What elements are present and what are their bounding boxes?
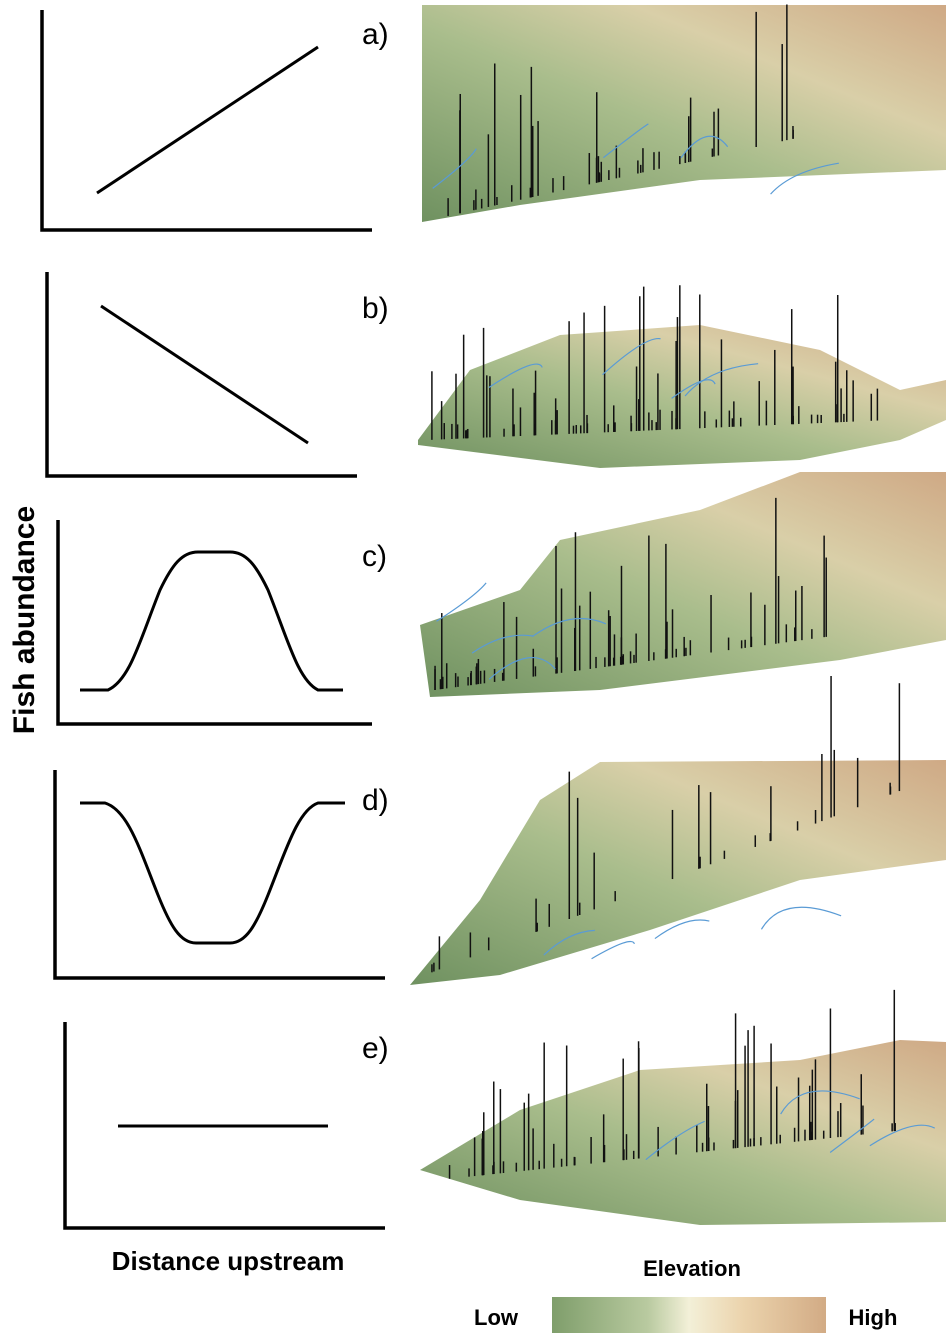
y-axis-label: Fish abundance — [8, 506, 41, 734]
legend-title: Elevation — [643, 1256, 741, 1281]
terrain-detail — [671, 379, 716, 399]
terrain-detail — [780, 1090, 860, 1115]
terrain-detail — [654, 919, 710, 940]
terrain-detail — [869, 1124, 936, 1147]
terrain-detail — [432, 148, 477, 189]
legend-colorbar — [552, 1297, 826, 1333]
terrain-detail — [770, 162, 839, 195]
panel-d-plot — [53, 770, 385, 980]
terrain-detail — [603, 123, 649, 159]
panel-label: c) — [362, 540, 387, 573]
legend-low: Low — [474, 1305, 519, 1330]
legend-high: High — [849, 1305, 898, 1330]
terrain-detail — [829, 1118, 875, 1153]
x-axis-label: Distance upstream — [112, 1246, 345, 1276]
panel-e-plot — [63, 1022, 385, 1230]
panel-label: a) — [362, 18, 389, 51]
terrain-detail — [645, 1120, 705, 1161]
terrain-d — [410, 760, 946, 985]
panel-label: d) — [362, 784, 389, 817]
terrain-detail — [602, 338, 661, 376]
terrain-detail — [680, 135, 729, 159]
terrain-detail — [436, 582, 487, 622]
panel-c-plot — [56, 520, 372, 726]
terrain-detail — [471, 634, 533, 654]
terrain-detail — [488, 657, 556, 680]
terrain-a — [422, 5, 946, 222]
terrain-detail — [543, 929, 595, 956]
terrain-b — [418, 325, 946, 468]
panel-label: b) — [362, 292, 389, 325]
terrain-images — [410, 4, 946, 1225]
terrain-c — [420, 472, 946, 697]
panel-a-plot — [40, 10, 372, 232]
panel-b-plot — [45, 272, 357, 478]
panel-label: e) — [362, 1032, 389, 1065]
terrain-detail — [684, 363, 759, 397]
terrain-detail — [760, 906, 842, 930]
terrain-detail — [591, 940, 635, 960]
terrain-detail — [488, 363, 543, 388]
terrain-detail — [531, 618, 607, 638]
